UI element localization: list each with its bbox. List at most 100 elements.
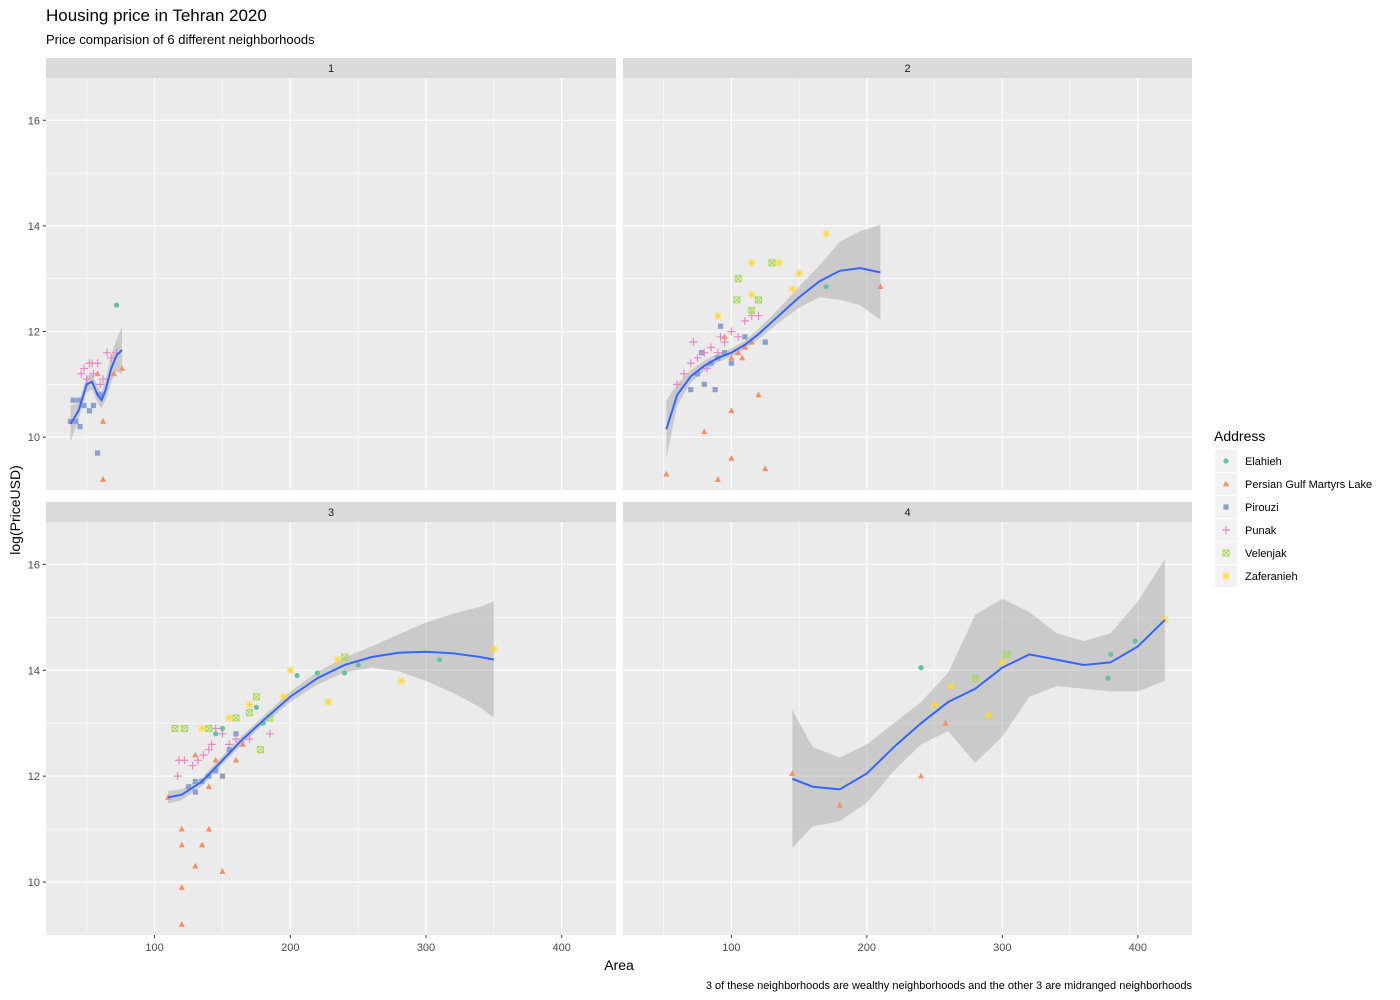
data-point-pirouzi: [75, 397, 82, 403]
data-point-persian-gulf-martyrs-lake: [239, 740, 246, 747]
x-tick-label: 100: [145, 942, 163, 954]
data-point-persian-gulf-martyrs-lake: [728, 407, 735, 414]
data-point-persian-gulf-martyrs-lake: [728, 454, 735, 461]
data-point-persian-gulf-martyrs-lake: [119, 365, 125, 371]
data-point-punak: [740, 316, 749, 325]
data-point-punak: [188, 761, 197, 770]
data-point-zaferanieh: [788, 285, 797, 294]
x-tick-label: 300: [417, 942, 435, 954]
data-point-elahieh: [918, 665, 924, 671]
data-point-zaferanieh: [747, 290, 756, 299]
data-point-pirouzi: [722, 350, 728, 356]
data-point-punak: [727, 327, 736, 336]
data-point-pirouzi: [708, 360, 714, 366]
data-point-punak: [265, 729, 274, 738]
data-point-pirouzi: [81, 402, 87, 409]
y-axis-title: log(PriceUSD): [7, 465, 23, 554]
data-point-persian-gulf-martyrs-lake: [178, 883, 185, 890]
data-point-punak: [99, 375, 107, 384]
legend-title: Address: [1214, 428, 1265, 444]
x-tick-label: 300: [993, 942, 1011, 954]
data-point-persian-gulf-martyrs-lake: [192, 862, 199, 869]
data-point-pirouzi: [728, 360, 734, 366]
data-point-persian-gulf-martyrs-lake: [918, 772, 925, 779]
facet-strip-label: 2: [904, 63, 910, 75]
data-point-pirouzi: [77, 424, 83, 430]
legend: Address Elahieh Persian Gulf Martyrs Lake P…: [1214, 428, 1372, 587]
data-point-elahieh: [341, 670, 348, 676]
smooth-line: [791, 619, 1166, 791]
data-point-zaferanieh: [286, 666, 295, 675]
data-point-velenjak: [256, 746, 264, 754]
facet-strip: [623, 502, 1192, 522]
data-point-punak: [96, 380, 105, 389]
data-point-velenjak: [171, 725, 179, 732]
data-point-pirouzi: [219, 773, 226, 779]
panel-background: [623, 78, 1192, 490]
data-point-punak: [707, 343, 716, 352]
legend-symbol: [1222, 572, 1230, 580]
legend-symbol: [1222, 526, 1230, 534]
data-point-punak: [207, 740, 216, 749]
chart-subtitle: Price comparision of 6 different neighbo…: [46, 32, 315, 47]
data-point-velenjak: [180, 725, 188, 732]
data-point-persian-gulf-martyrs-lake: [205, 825, 212, 832]
y-tick-label: 12: [28, 327, 40, 339]
legend-symbol: [1223, 504, 1229, 510]
y-tick-label: 10: [28, 432, 40, 444]
data-point-punak: [180, 756, 189, 765]
data-point-punak: [77, 369, 86, 378]
data-point-punak: [689, 338, 698, 347]
data-point-punak: [713, 348, 722, 357]
data-point-punak: [702, 364, 711, 373]
data-point-velenjak: [205, 725, 213, 732]
data-point-punak: [245, 735, 254, 744]
facet-strip-label: 4: [904, 507, 910, 519]
data-point-zaferanieh: [822, 229, 831, 238]
data-point-elahieh: [823, 284, 829, 290]
data-point-punak: [173, 772, 182, 781]
facet-strip-label: 1: [328, 63, 334, 75]
data-point-punak: [88, 359, 97, 368]
data-point-elahieh: [253, 704, 259, 710]
data-point-persian-gulf-martyrs-lake: [789, 770, 796, 776]
x-tick-label: 200: [858, 942, 876, 954]
data-point-zaferanieh: [279, 692, 288, 701]
legend-label: Velenjak: [1245, 548, 1287, 560]
facet-strip: [623, 58, 1192, 78]
data-point-punak: [679, 369, 688, 378]
data-point-punak: [103, 348, 112, 357]
data-point-punak: [720, 338, 729, 347]
data-point-persian-gulf-martyrs-lake: [199, 841, 206, 848]
data-point-zaferanieh: [397, 676, 406, 685]
data-point-velenjak: [232, 714, 240, 722]
data-point-pirouzi: [762, 339, 768, 345]
legend-label: Pirouzi: [1245, 502, 1279, 514]
data-point-persian-gulf-martyrs-lake: [110, 370, 117, 377]
data-point-velenjak: [733, 296, 741, 304]
data-point-punak: [700, 348, 709, 357]
data-point-velenjak: [341, 653, 349, 661]
chart-title: Housing price in Tehran 2020: [46, 6, 267, 25]
panel-background: [46, 78, 616, 490]
data-point-pirouzi: [90, 402, 97, 409]
data-point-zaferanieh: [198, 724, 207, 733]
data-point-velenjak: [971, 674, 979, 682]
data-point-punak: [754, 311, 763, 320]
panel-background: [46, 522, 616, 935]
data-point-persian-gulf-martyrs-lake: [219, 868, 226, 874]
confidence-band: [666, 224, 881, 459]
data-point-persian-gulf-martyrs-lake: [178, 825, 185, 832]
data-point-persian-gulf-martyrs-lake: [877, 283, 884, 290]
y-tick-label: 14: [28, 221, 40, 233]
data-point-velenjak: [246, 709, 254, 717]
data-point-pirouzi: [67, 418, 74, 424]
data-point-zaferanieh: [225, 713, 234, 722]
data-point-persian-gulf-martyrs-lake: [178, 841, 185, 848]
data-point-elahieh: [219, 725, 226, 732]
data-point-punak: [734, 332, 743, 341]
data-point-zaferanieh: [713, 311, 722, 320]
smooth-line: [69, 349, 123, 425]
smooth-line: [665, 267, 881, 430]
